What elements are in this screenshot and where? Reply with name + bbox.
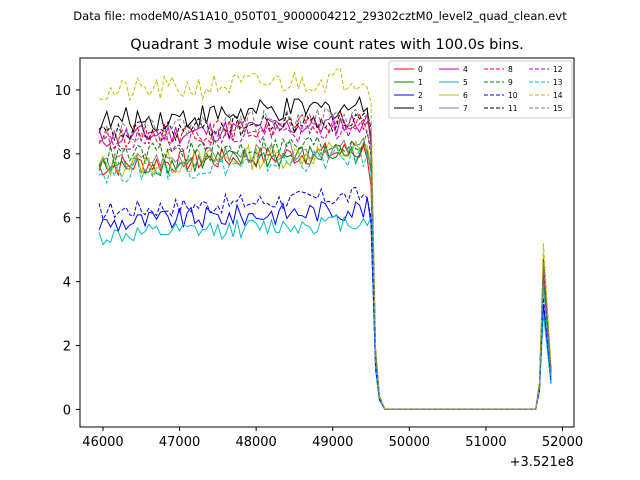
x-tick-label: 51000 [465,435,506,450]
legend-label-11: 11 [508,104,518,113]
x-tick-label: 49000 [312,435,353,450]
x-tick-label: 46000 [82,435,123,450]
y-tick-label: 4 [63,276,71,291]
x-tick-label: 50000 [389,435,430,450]
x-tick-label: 47000 [159,435,200,450]
chart-title: Quadrant 3 module wise count rates with … [130,37,524,53]
series-line-10 [98,186,552,410]
x-tick-label: 52000 [542,435,583,450]
series-line-11 [98,109,552,410]
y-tick-label: 6 [63,212,71,227]
series-line-5 [98,213,552,410]
x-offset-label: +3.521e8 [510,455,574,470]
series-line-9 [98,130,552,410]
series-line-13 [98,146,552,410]
legend-label-13: 13 [553,78,563,87]
series-line-14 [99,67,552,410]
legend-label-10: 10 [508,91,518,100]
series-line-2 [98,197,552,410]
legend-label-1: 1 [418,78,423,87]
series-line-12 [98,118,552,410]
legend-label-0: 0 [418,65,423,74]
legend-label-15: 15 [553,104,563,113]
legend-label-5: 5 [463,78,468,87]
x-axis: 46000 47000 48000 49000 50000 51000 52000 [82,427,583,450]
y-tick-label: 8 [63,148,71,163]
series-line-15 [98,107,552,410]
legend-label-9: 9 [508,78,513,87]
chart-suptitle: Data file: modeM0/AS1A10_050T01_90000042… [73,9,567,23]
legend-label-12: 12 [553,65,563,74]
axes-frame [79,57,575,428]
legend-label-2: 2 [418,91,423,100]
y-tick-label: 2 [63,340,71,355]
y-axis: 0 2 4 6 8 10 [54,84,80,418]
x-tick-label: 48000 [235,435,276,450]
series-line-4 [98,112,552,410]
legend-box [388,60,573,119]
legend-label-4: 4 [463,65,468,74]
y-tick-label: 10 [54,84,71,99]
y-tick-label: 0 [63,403,71,418]
series-line-7 [98,136,552,410]
legend-label-6: 6 [463,91,468,100]
legend-label-7: 7 [463,104,468,113]
plot-lines [98,67,552,410]
legend-label-14: 14 [553,91,563,100]
legend-label-3: 3 [418,104,423,113]
legend-label-8: 8 [508,65,513,74]
